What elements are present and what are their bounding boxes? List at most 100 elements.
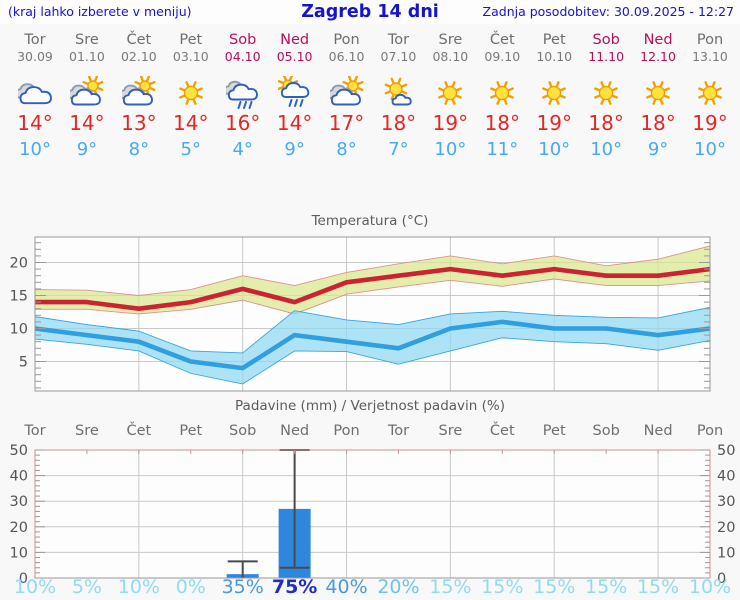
last-update-text: Zadnja posodobitev: 30.09.2025 - 12:27	[482, 4, 734, 19]
sunny-icon	[693, 76, 727, 110]
cloudy-icon	[18, 76, 52, 110]
day-name: Pon	[696, 32, 724, 48]
max-temp: 18°	[380, 111, 417, 135]
precip-day-label: Pon	[333, 423, 360, 439]
precip-day-label: Ned	[643, 423, 673, 439]
precip-probability: 5%	[71, 576, 102, 598]
day-date: 08.10	[432, 49, 469, 64]
max-temp: 14°	[17, 111, 53, 135]
day-name: Tor	[24, 32, 46, 48]
max-temp: 18°	[640, 111, 676, 135]
min-temp: 9°	[76, 139, 98, 160]
precip-axis-label: 20	[10, 520, 28, 536]
max-temp: 19°	[432, 111, 469, 135]
day-date: 30.09	[17, 49, 53, 64]
max-temp: 14°	[173, 111, 209, 135]
precipitation-chart: 0 0 10 10 20 20 30 30 40 40 50 50	[10, 443, 736, 587]
day-name: Sre	[438, 32, 463, 48]
precip-probability: 10%	[13, 576, 57, 598]
precip-probability: 15%	[481, 576, 524, 598]
precip-axis-label: 10	[10, 545, 28, 561]
day-name: Pon	[333, 32, 360, 48]
max-temp: 19°	[536, 111, 572, 135]
precip-axis-label: 50	[717, 443, 735, 459]
precip-day-label: Pet	[179, 423, 203, 439]
day-name: Sre	[75, 32, 99, 48]
max-temp: 19°	[692, 111, 728, 135]
max-temp: 18°	[484, 111, 521, 135]
precip-probability: 10%	[688, 576, 732, 598]
precip-day-label: Tor	[24, 423, 46, 439]
temp-axis-label: 10	[10, 322, 28, 338]
precip-day-label: Tor	[387, 423, 410, 439]
page-header: (kraj lahko izberete v meniju) Zagreb 14…	[0, 0, 740, 24]
min-temp: 10°	[590, 139, 623, 160]
sunny-icon	[174, 76, 208, 110]
min-temp: 11°	[486, 139, 519, 160]
precip-axis-label: 30	[717, 494, 735, 510]
temp-axis-label: 5	[19, 355, 28, 371]
precip-probability: 15%	[533, 576, 576, 598]
day-date: 09.10	[484, 49, 521, 64]
min-temp: 8°	[336, 139, 357, 160]
precip-probability: 10%	[117, 576, 160, 598]
min-temp: 10°	[19, 139, 51, 160]
day-date: 01.10	[69, 49, 105, 64]
day-date: 13.10	[692, 49, 728, 64]
precip-day-label: Sob	[229, 423, 257, 439]
min-temp: 5°	[180, 139, 201, 160]
day-name: Čet	[489, 32, 515, 48]
precip-probability: 75%	[271, 576, 318, 598]
location-menu-hint: (kraj lahko izberete v meniju)	[8, 4, 192, 19]
precip-day-label: Sre	[438, 423, 463, 439]
max-temp: 16°	[224, 111, 261, 135]
precip-axis-label: 40	[10, 469, 28, 485]
day-date: 07.10	[380, 49, 417, 64]
max-temp: 17°	[328, 111, 365, 135]
sun-small-cloud-icon	[381, 76, 415, 110]
day-date: 04.10	[224, 49, 261, 64]
precip-day-label: Čet	[489, 423, 515, 439]
page-title: Zagreb 14 dni	[301, 2, 439, 22]
sunny-icon	[485, 76, 519, 110]
precip-axis-label: 40	[717, 469, 735, 485]
precip-probability: 35%	[221, 576, 264, 598]
day-name: Pet	[179, 32, 203, 48]
precip-probability: 40%	[325, 576, 368, 598]
min-temp: 4°	[232, 139, 253, 160]
precip-axis-label: 20	[717, 520, 735, 536]
precip-day-label: Sob	[592, 423, 620, 439]
max-temp: 13°	[121, 111, 157, 135]
precip-probability: 15%	[429, 576, 472, 598]
temp-axis-label: 15	[10, 289, 28, 305]
min-temp: 8°	[128, 139, 150, 160]
day-name: Tor	[387, 32, 410, 48]
min-temp: 7°	[388, 139, 409, 160]
precip-day-label: Sre	[75, 423, 99, 439]
min-temp: 10°	[434, 139, 467, 160]
temp-axis-label: 20	[10, 256, 28, 272]
precip-axis-label: 0	[19, 571, 28, 587]
precip-axis-label: 30	[10, 494, 28, 510]
min-temp: 10°	[538, 139, 571, 160]
partly-cloudy-icon	[69, 76, 104, 110]
sunny-icon	[589, 76, 623, 110]
sunny-icon	[537, 76, 571, 110]
precip-day-label: Pet	[542, 423, 566, 439]
day-date: 10.10	[536, 49, 573, 64]
precip-day-label: Ned	[280, 423, 310, 439]
precip-probability: 0%	[175, 576, 206, 598]
day-date: 11.10	[588, 49, 625, 64]
day-date: 06.10	[328, 49, 365, 64]
rain-icon	[225, 76, 260, 110]
precip-probability: 15%	[636, 576, 680, 598]
day-name: Ned	[280, 32, 310, 48]
max-temp: 14°	[276, 111, 313, 135]
day-date: 03.10	[172, 49, 209, 64]
precip-axis-label: 0	[717, 571, 726, 587]
partly-cloudy-icon	[329, 76, 364, 110]
precip-probability: 20%	[377, 576, 420, 598]
day-name: Sob	[229, 32, 257, 48]
precip-axis-label: 50	[10, 443, 28, 459]
min-temp: 9°	[284, 139, 305, 160]
